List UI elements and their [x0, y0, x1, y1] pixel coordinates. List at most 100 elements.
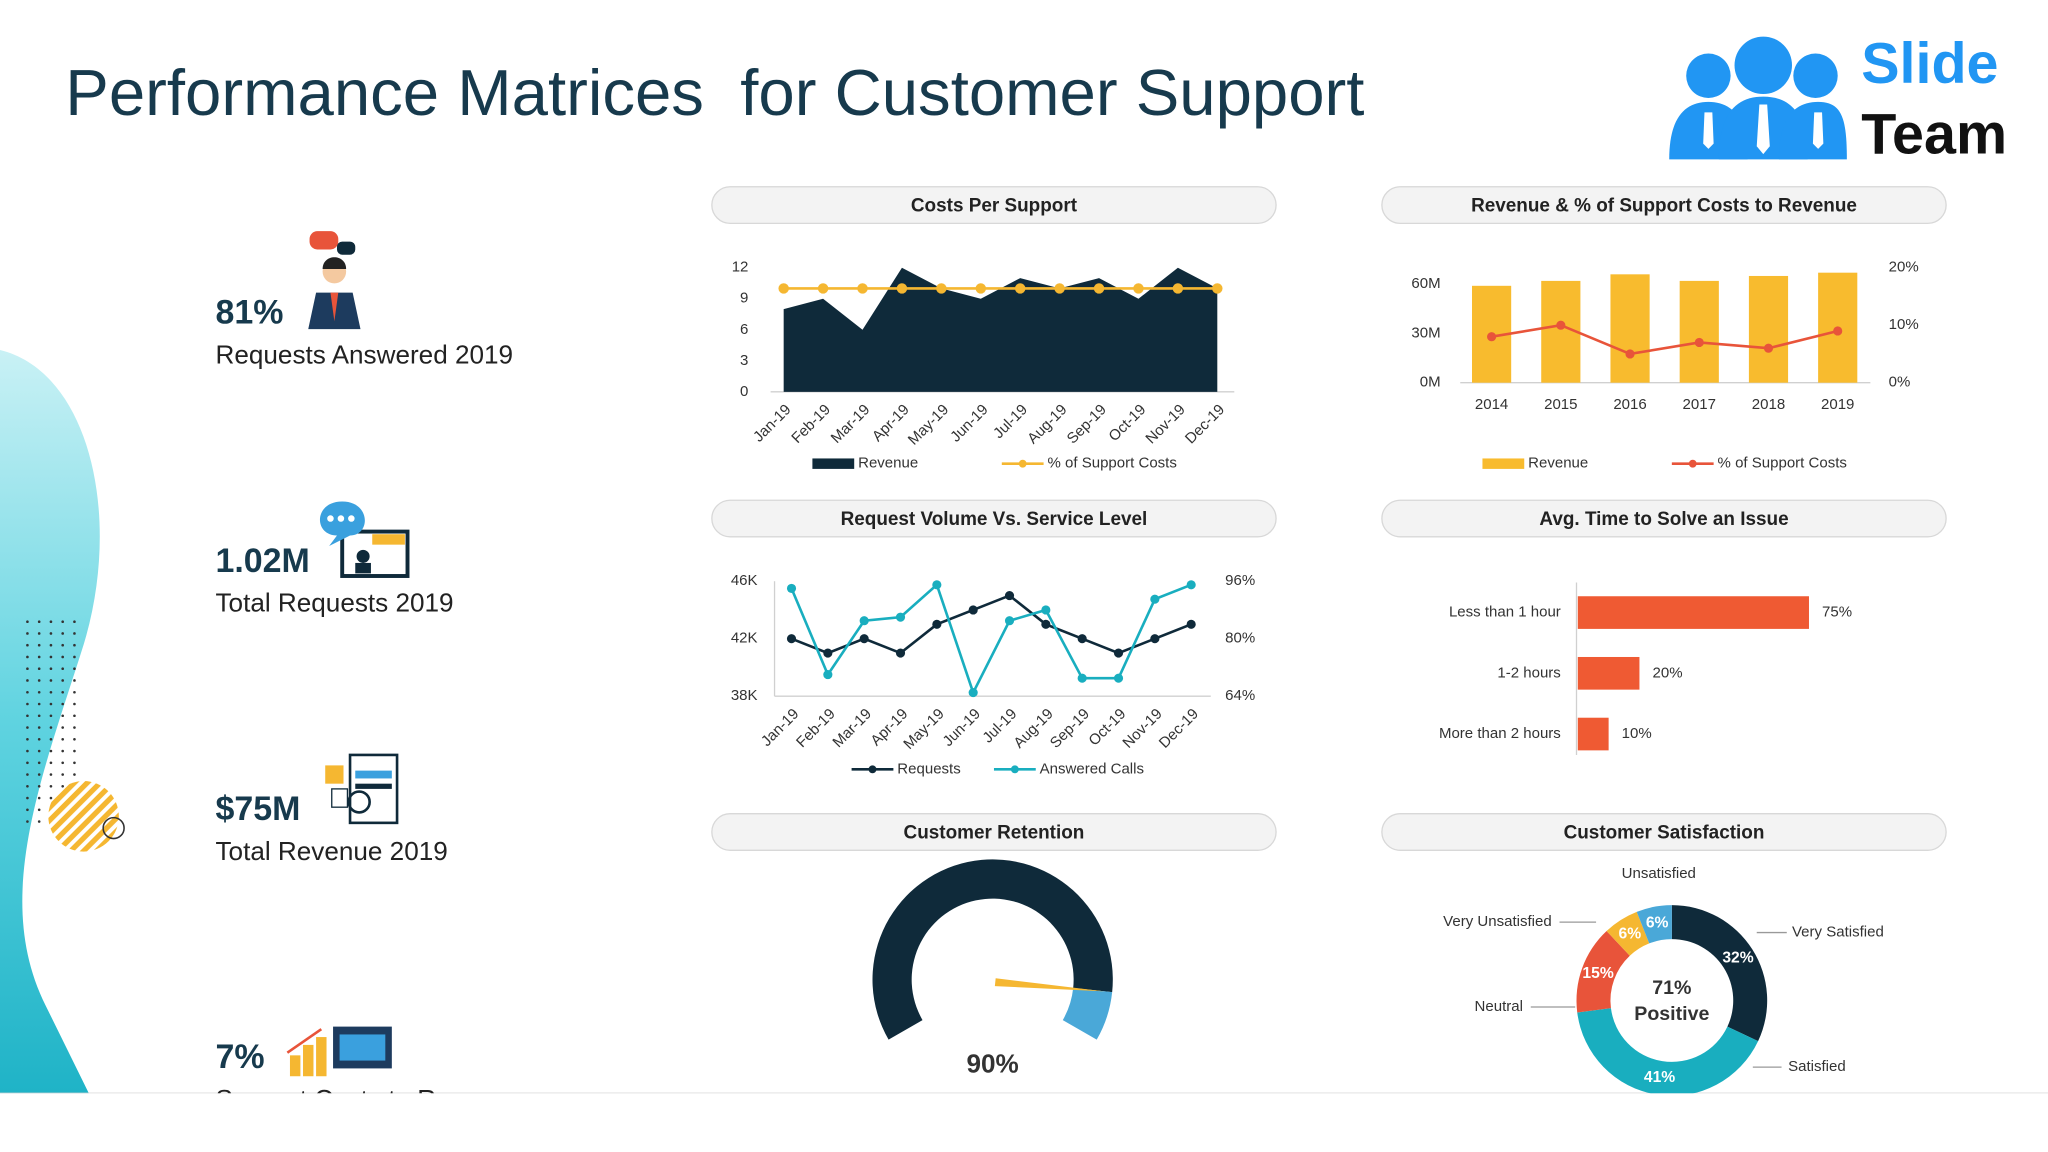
kpi-value: 1.02M	[216, 542, 310, 580]
logo-icon	[1669, 36, 1847, 160]
marker	[968, 605, 978, 615]
decor-dot	[61, 761, 64, 765]
x-tick-label: Nov-19	[1142, 401, 1188, 447]
kpi-icon	[319, 501, 410, 578]
y-tick-label: 6	[740, 321, 748, 338]
decor-dot	[61, 784, 64, 788]
decor-dot	[37, 773, 41, 776]
decor-dot	[49, 667, 53, 671]
decor-dot	[49, 643, 53, 647]
decor-dot	[37, 726, 41, 729]
legend-label: % of Support Costs	[1048, 455, 1177, 472]
gauge-needle	[994, 978, 1105, 992]
decor-dot	[61, 773, 64, 776]
decor-dot	[26, 773, 29, 776]
marker	[857, 283, 868, 294]
decor-dot	[49, 632, 53, 635]
legend-label: Requests	[897, 760, 960, 777]
marker	[1833, 326, 1843, 336]
kpi-icon	[325, 753, 399, 825]
bar	[1577, 717, 1609, 751]
decor-dot	[37, 667, 41, 671]
marker	[1556, 320, 1566, 330]
kpi-label: Total Requests 2019	[216, 588, 454, 618]
decor-dot	[37, 714, 41, 718]
decor-dot	[49, 620, 53, 624]
decor-dot	[49, 749, 53, 753]
decor-dot	[61, 632, 64, 635]
y-tick-label: 10%	[1889, 316, 1919, 333]
decor-dot	[26, 643, 29, 647]
legend-label: Revenue	[858, 455, 918, 472]
y-tick-label: 42K	[731, 630, 758, 647]
line	[790, 582, 1192, 696]
decor-blob	[0, 350, 100, 1094]
category-label: Neutral	[1475, 998, 1523, 1015]
x-tick-label: Aug-19	[1024, 401, 1070, 447]
content: Performance Matrices for Customer Suppor…	[0, 32, 2048, 1094]
panel-header	[711, 186, 1277, 224]
decor-dot	[61, 620, 64, 624]
x-tick-label: Dec-19	[1182, 401, 1228, 447]
x-tick-label: Jun-19	[940, 705, 984, 749]
marker	[1150, 634, 1160, 644]
decor-dot	[73, 726, 76, 729]
decor-circle	[48, 781, 119, 852]
bar	[1679, 280, 1719, 383]
category-label: 1-2 hours	[1497, 664, 1560, 681]
donut-slice	[1577, 1008, 1759, 1094]
kpi-icon	[286, 1026, 392, 1077]
decor-dot	[73, 761, 76, 765]
decor-dot	[73, 632, 76, 635]
decor-dot	[26, 702, 29, 706]
slice-label: 15%	[1582, 965, 1613, 982]
marker	[1212, 283, 1223, 294]
decor-dot	[37, 761, 41, 765]
marker	[1077, 673, 1087, 683]
marker	[1133, 283, 1144, 294]
decor-dot	[26, 690, 29, 694]
legend-marker	[868, 765, 877, 774]
donut-slice	[1576, 930, 1630, 1013]
decor-dot	[73, 737, 76, 741]
decor-dot	[73, 667, 76, 671]
x-tick-label: May-19	[905, 401, 952, 448]
decor-dot	[37, 820, 41, 823]
decor-dot	[37, 620, 41, 624]
decor-dot	[73, 620, 76, 624]
legend-marker	[1018, 459, 1027, 468]
marker	[895, 612, 906, 622]
decor-dot	[61, 702, 64, 706]
decor-dot	[49, 679, 53, 682]
kpi-value: $75M	[216, 790, 301, 828]
bar	[1748, 275, 1789, 383]
x-tick-label: 2018	[1752, 396, 1785, 413]
marker	[932, 619, 942, 629]
x-tick-label: Oct-19	[1105, 401, 1149, 445]
x-tick-label: Feb-19	[788, 401, 834, 447]
x-tick-label: Sep-19	[1047, 705, 1093, 751]
y-tick-label: 12	[732, 259, 749, 276]
x-tick-label: Jun-19	[947, 401, 991, 445]
decor-dot	[37, 690, 41, 694]
y-tick-label: 20%	[1889, 259, 1919, 276]
marker	[932, 580, 942, 590]
decor-dot	[26, 632, 29, 635]
decor-dot	[49, 737, 53, 741]
bar	[1577, 656, 1640, 690]
y-tick-label: 96%	[1225, 572, 1255, 589]
marker	[1004, 616, 1015, 626]
category-label: Very Unsatisfied	[1443, 913, 1552, 930]
category-label: Very Satisfied	[1792, 924, 1884, 941]
marker	[778, 283, 789, 294]
slice-label: 32%	[1722, 950, 1753, 967]
decor-dot	[49, 714, 53, 718]
x-tick-label: Feb-19	[793, 705, 839, 751]
value-label: 75%	[1822, 604, 1852, 621]
decor-dot	[49, 655, 53, 659]
y-tick-label: 9	[740, 290, 748, 307]
decor-dot	[73, 749, 76, 753]
marker	[1625, 349, 1635, 359]
marker	[1077, 634, 1087, 644]
